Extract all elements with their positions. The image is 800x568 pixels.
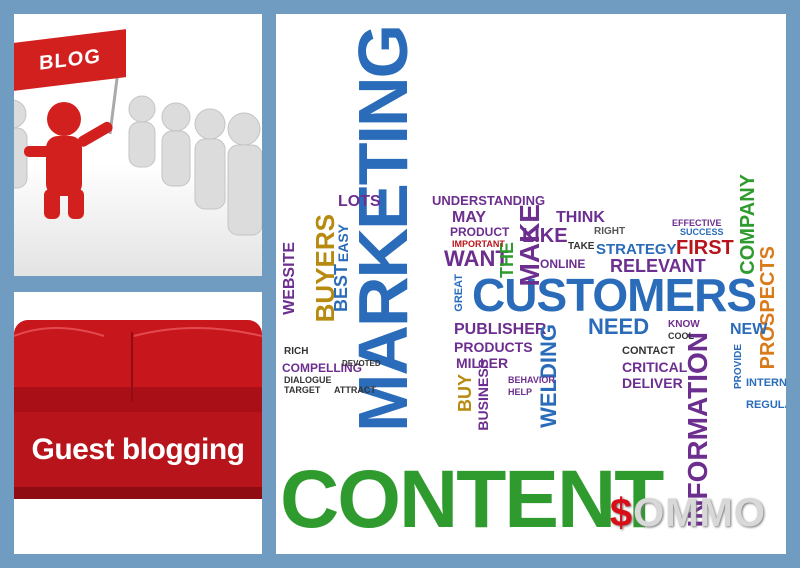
word-miller: MILLER (456, 355, 509, 371)
guest-blogging-banner: Guest blogging (14, 412, 262, 487)
word-internet: INTERN (746, 377, 786, 389)
word-provide: PROVIDE (733, 344, 744, 390)
sommo-watermark: $OMMO (610, 491, 766, 536)
word-may: MAY (452, 209, 487, 226)
word-target: TARGET (284, 385, 321, 395)
word-easy: EASY (335, 224, 351, 263)
word-effective: EFFECTIVE (672, 218, 722, 228)
word-product: PRODUCT (450, 225, 510, 239)
word-lots: LOTS (338, 193, 381, 210)
word-online: ONLINE (540, 257, 586, 271)
word-contact: CONTACT (622, 345, 675, 357)
word-regular: REGULA (746, 399, 786, 411)
word-like: LIKE (522, 225, 568, 247)
word-relevant: RELEVANT (610, 256, 706, 276)
word-deliver: DELIVER (622, 375, 683, 391)
word-publisher: PUBLISHER (454, 321, 547, 338)
blog-image-panel: BLOG (14, 14, 262, 276)
word-prospects: PROSPECTS (757, 246, 779, 370)
word-content: CONTENT (280, 454, 664, 545)
word-understanding: UNDERSTANDING (432, 193, 546, 208)
word-new: NEW (730, 321, 768, 338)
word-great: GREAT (453, 274, 465, 312)
word-behavior: BEHAVIOR (508, 375, 555, 385)
dollar-sign-logo: $ (609, 491, 634, 535)
word-compelling: COMPELLING (282, 361, 362, 375)
word-devoted: DEVOTED (342, 359, 381, 368)
word-right: RIGHT (594, 226, 626, 237)
word-critical: CRITICAL (622, 359, 688, 375)
word-business: BUSINESS (475, 359, 491, 431)
word-success: SUCCESS (680, 227, 724, 237)
word-help: HELP (508, 387, 533, 397)
blog-figures-illustration (14, 38, 262, 276)
word-need: NEED (588, 314, 650, 339)
word-want: WANT (444, 246, 509, 271)
word-strategy: STRATEGY (596, 241, 677, 258)
word-know: KNOW (668, 319, 700, 330)
word-first: FIRST (676, 237, 734, 259)
word-important: IMPORTANT (452, 239, 505, 249)
word-customers: CUSTOMERS (472, 269, 757, 321)
word-website: WEBSITE (281, 242, 298, 315)
word-attract: ATTRACT (334, 385, 376, 395)
word-rich: RICH (284, 346, 309, 357)
word-dialogue: DIALOGUE (284, 375, 332, 385)
word-think: THINK (556, 209, 605, 226)
word-best: BEST (331, 264, 351, 313)
word-company: COMPANY (737, 174, 759, 275)
guest-blogging-panel: Guest blogging (14, 292, 262, 554)
word-take: TAKE (568, 241, 595, 252)
watermark-text: OMMO (633, 491, 766, 535)
word-cool: COOL (668, 331, 694, 341)
word-cloud-panel: MARKETING CONTENT CUSTOMERS INFORMATION … (276, 14, 786, 554)
word-buy: BUY (455, 374, 475, 413)
word-products: PRODUCTS (454, 339, 533, 355)
